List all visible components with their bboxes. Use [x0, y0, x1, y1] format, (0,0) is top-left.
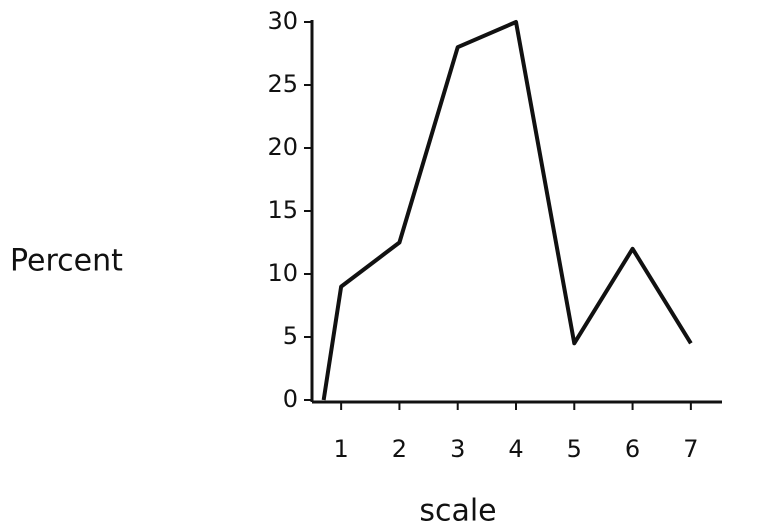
x-tick-label: 3: [450, 435, 465, 463]
x-axis-label: scale: [419, 494, 496, 529]
y-tick-label: 5: [283, 322, 298, 350]
chart: Percent scale 0 5 10 15 20 25 30 1 2 3 4 5 6 7: [0, 0, 767, 529]
y-tick-label: 0: [283, 385, 298, 413]
y-tick-label: 20: [267, 133, 298, 161]
y-axis-label: Percent: [10, 244, 123, 279]
x-tick-label: 2: [392, 435, 407, 463]
data-line: [324, 22, 691, 400]
x-tick-label: 5: [567, 435, 582, 463]
y-tick-label: 15: [267, 196, 298, 224]
x-tick-label: 1: [334, 435, 349, 463]
y-tick-label: 25: [267, 70, 298, 98]
x-tick-label: 4: [508, 435, 523, 463]
y-tick-label: 30: [267, 7, 298, 35]
x-tick-label: 7: [683, 435, 698, 463]
x-tick-label: 6: [625, 435, 640, 463]
y-tick-label: 10: [267, 259, 298, 287]
